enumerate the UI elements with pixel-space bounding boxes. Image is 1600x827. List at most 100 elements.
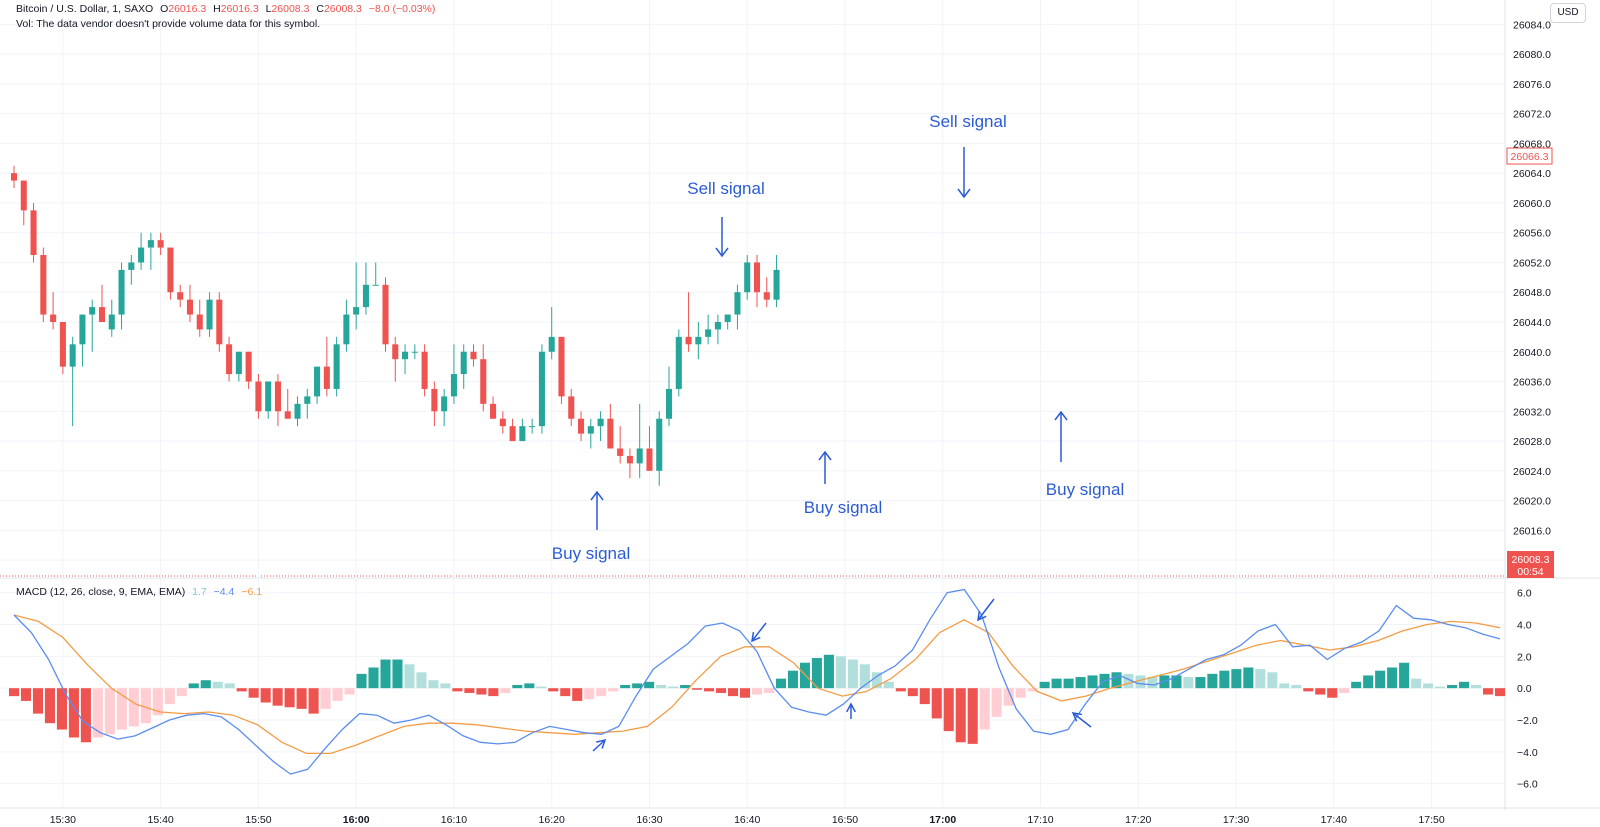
- candle-body: [441, 396, 448, 412]
- candle-body: [753, 262, 761, 293]
- time-tick-label: 15:30: [50, 814, 76, 826]
- candle-body: [69, 344, 76, 367]
- macd-tick-label: 0.0: [1517, 683, 1532, 695]
- candle-body: [216, 299, 223, 345]
- price-axis[interactable]: 26084.0 26080.0 26076.0 26072.0 26068.0 26064…: [1513, 19, 1551, 567]
- macd-histogram-bar: [416, 672, 427, 689]
- time-tick-label: 16:40: [734, 814, 760, 826]
- macd-histogram-bar: [452, 688, 463, 692]
- macd-histogram-bar: [823, 654, 834, 689]
- symbol-title: Bitcoin / U.S. Dollar, 1, SAXO: [16, 3, 154, 15]
- time-tick-label: 17:10: [1027, 814, 1053, 826]
- candle-body: [597, 418, 604, 427]
- candle-body: [617, 448, 624, 456]
- macd-histogram-bar: [1207, 673, 1218, 689]
- price-tick-label: 26040.0: [1513, 347, 1551, 359]
- macd-histogram-bar: [1375, 670, 1386, 689]
- macd-histogram-bar: [1027, 688, 1038, 692]
- macd-tick-label: 6.0: [1517, 588, 1532, 600]
- macd-histogram-bar: [296, 688, 307, 709]
- signal-label: Sell signal: [929, 112, 1007, 131]
- close-label: C: [316, 3, 324, 15]
- macd-histogram-bar: [1135, 675, 1146, 689]
- macd-histogram-bar: [1015, 688, 1026, 698]
- macd-histogram-bar: [236, 688, 247, 692]
- candle-body: [773, 269, 780, 300]
- price-tick-label: 26028.0: [1513, 436, 1551, 448]
- candle-body: [147, 240, 154, 248]
- candle-body: [138, 247, 145, 263]
- macd-axis[interactable]: 6.0 4.0 2.0 0.0 −2.0 −4.0 −6.0: [1517, 588, 1538, 791]
- candle-body: [284, 411, 291, 419]
- candle-body: [646, 448, 653, 471]
- price-tick-label: 26052.0: [1513, 257, 1551, 269]
- macd-histogram-bar: [835, 656, 846, 689]
- price-badge-countdown-text: 00:54: [1517, 566, 1543, 578]
- low-value: 26008.3: [271, 3, 310, 15]
- signal-label: Buy signal: [552, 544, 630, 563]
- macd-legend-label: MACD (12, 26, close, 9, EMA, EMA): [16, 586, 186, 598]
- candle-body: [372, 284, 379, 286]
- close-value: 26008.3: [323, 3, 362, 15]
- candle-body: [108, 314, 115, 330]
- macd-histogram-bar: [763, 688, 775, 693]
- candle-body: [294, 403, 301, 419]
- candle-body: [235, 351, 242, 375]
- change-value: −8.0 (−0.03%): [368, 3, 436, 15]
- candle-body: [245, 351, 252, 382]
- macd-histogram-bar: [464, 688, 475, 693]
- currency-button[interactable]: USD: [1550, 3, 1586, 23]
- macd-signal-value: −6.1: [241, 586, 263, 598]
- macd-histogram-bar: [668, 686, 679, 689]
- macd-histogram-bar: [716, 688, 727, 693]
- macd-histogram-bar: [1219, 670, 1230, 689]
- price-tick-label: 26076.0: [1513, 79, 1551, 91]
- macd-histogram-bar: [128, 688, 139, 727]
- macd-histogram-bar: [584, 688, 595, 700]
- candle-body: [411, 351, 418, 353]
- macd-histogram-bar: [116, 688, 127, 730]
- candle-body: [167, 247, 174, 293]
- candle-body: [724, 314, 731, 322]
- macd-histogram-bar: [739, 688, 751, 698]
- macd-histogram-bar: [8, 688, 20, 697]
- candle-body: [392, 344, 399, 360]
- macd-histogram-bar: [704, 688, 715, 692]
- candle-body: [490, 403, 497, 419]
- macd-histogram-bar: [943, 688, 954, 732]
- macd-histogram-bar: [272, 688, 283, 706]
- macd-tick-label: −6.0: [1517, 779, 1538, 791]
- macd-histogram-bar: [548, 688, 559, 692]
- macd-histogram-bar: [248, 688, 259, 698]
- macd-tick-label: −4.0: [1517, 747, 1538, 759]
- macd-tick-label: −2.0: [1517, 715, 1538, 727]
- time-tick-label: 17:30: [1223, 814, 1249, 826]
- time-axis[interactable]: 15:30 15:40 15:50 16:00 16:10 16:20 16:30 16:40…: [50, 814, 1445, 826]
- macd-arrow-icon: [592, 739, 606, 752]
- macd-histogram-bar: [140, 688, 151, 724]
- price-badges: 26066.3 26008.300:54: [1506, 147, 1554, 578]
- macd-histogram-bar: [1339, 688, 1350, 693]
- candle-body: [382, 284, 389, 345]
- macd-histogram-bar: [596, 688, 607, 697]
- macd-histogram-bar: [392, 659, 403, 689]
- time-tick-label: 16:50: [832, 814, 858, 826]
- macd-histogram-bar: [656, 685, 667, 689]
- candle-body: [98, 307, 106, 322]
- macd-histogram-bar: [931, 688, 942, 719]
- candle-body: [675, 336, 682, 389]
- candle-body: [587, 426, 594, 434]
- price-tick-label: 26032.0: [1513, 406, 1551, 418]
- candle-body: [118, 269, 125, 315]
- macd-histogram-bar: [859, 664, 870, 689]
- macd-histogram-bar: [20, 688, 32, 701]
- candle-body: [323, 366, 330, 389]
- macd-tick-label: 4.0: [1517, 620, 1532, 632]
- arrow-head: [957, 188, 971, 199]
- macd-tick-label: 2.0: [1517, 651, 1532, 663]
- macd-histogram-bar: [1459, 681, 1470, 689]
- candle-body: [402, 351, 409, 360]
- macd-histogram-bar: [775, 678, 787, 689]
- macd-legend[interactable]: MACD (12, 26, close, 9, EMA, EMA) 1.7 −4…: [16, 586, 262, 598]
